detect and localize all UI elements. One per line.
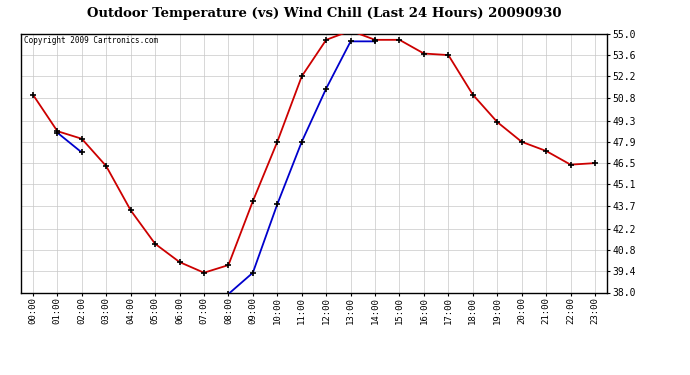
Text: Copyright 2009 Cartronics.com: Copyright 2009 Cartronics.com xyxy=(23,36,158,45)
Text: Outdoor Temperature (vs) Wind Chill (Last 24 Hours) 20090930: Outdoor Temperature (vs) Wind Chill (Las… xyxy=(87,8,562,21)
